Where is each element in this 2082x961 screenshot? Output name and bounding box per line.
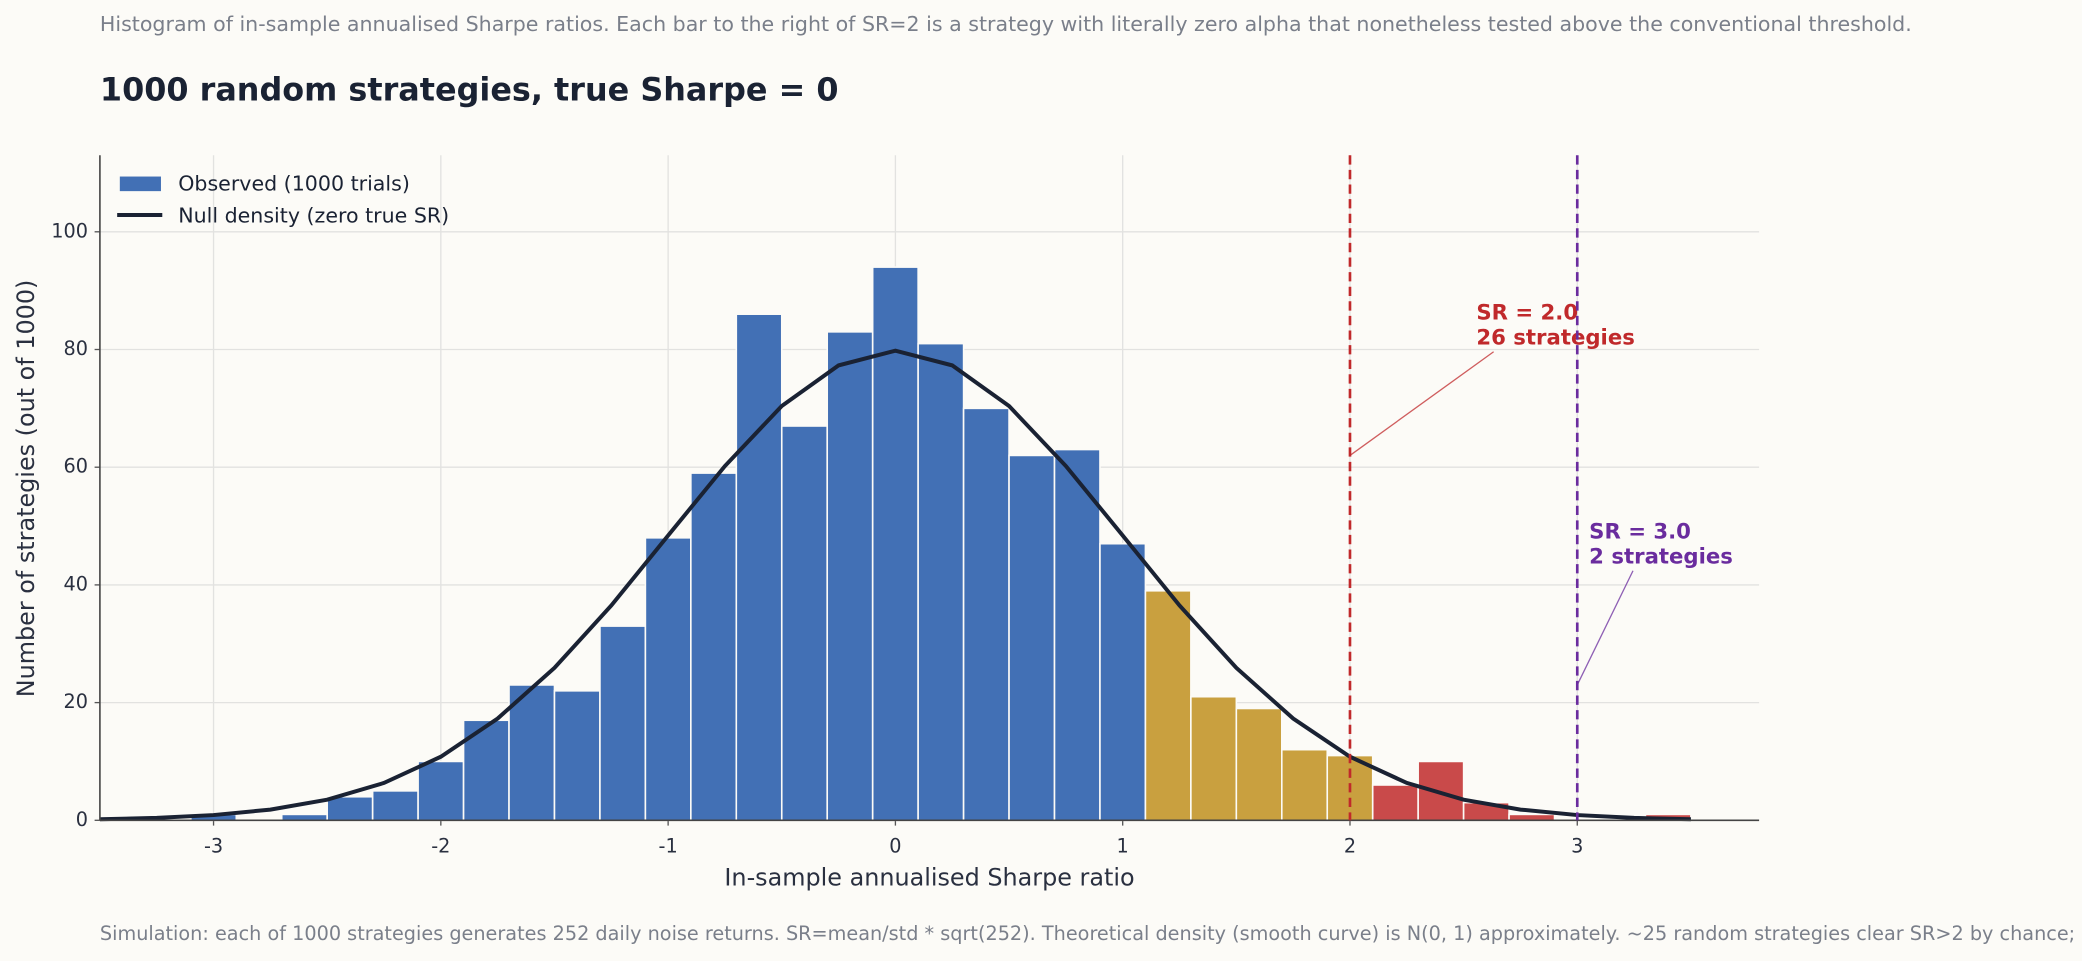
y-tick-label: 60: [63, 455, 87, 478]
y-tick-label: 40: [63, 572, 87, 595]
annotation-label: SR = 2.0: [1476, 300, 1578, 325]
bar: [962, 407, 1010, 822]
annotation-label: 26 strategies: [1476, 325, 1635, 350]
bar: [1144, 589, 1192, 822]
x-tick-label: -3: [204, 834, 223, 857]
bar: [826, 331, 874, 822]
legend-label: Observed (1000 trials): [178, 172, 410, 196]
annotation-arrow: [1349, 351, 1495, 456]
bar: [871, 266, 919, 822]
bar: [371, 790, 419, 822]
x-tick-label: -2: [431, 834, 450, 857]
bar: [1235, 707, 1283, 822]
bar: [553, 690, 601, 822]
x-axis-label: In-sample annualised Sharpe ratio: [724, 864, 1134, 892]
bar: [1371, 784, 1419, 822]
bar: [780, 425, 829, 822]
annotation-label: 2 strategies: [1589, 544, 1733, 569]
footnote: Simulation: each of 1000 strategies gene…: [100, 922, 2082, 945]
bar: [599, 625, 647, 822]
bar: [917, 342, 965, 822]
bar: [1280, 748, 1329, 822]
bar: [1417, 760, 1465, 822]
legend-swatch: [119, 176, 161, 192]
bar: [1008, 454, 1056, 822]
bar: [417, 760, 465, 822]
y-tick-label: 0: [76, 808, 88, 831]
x-tick-label: 2: [1344, 834, 1356, 857]
y-tick-label: 100: [51, 219, 88, 242]
x-tick-label: 1: [1117, 834, 1129, 857]
bar: [1099, 542, 1147, 822]
y-tick-label: 80: [63, 337, 87, 360]
x-tick-label: 3: [1571, 834, 1583, 857]
bar: [1190, 695, 1238, 822]
bar: [326, 795, 374, 822]
density-line: [99, 348, 1691, 822]
bar: [644, 537, 692, 822]
chart-subtitle: Histogram of in-sample annualised Sharpe…: [100, 12, 1912, 36]
bar: [690, 472, 738, 822]
bar: [1508, 813, 1556, 822]
bar: [280, 813, 328, 822]
x-tick-label: -1: [659, 834, 678, 857]
legend-label: Null density (zero true SR): [178, 203, 449, 227]
bar: [508, 684, 556, 822]
y-tick-label: 20: [63, 690, 87, 713]
chart-title: 1000 random strategies, true Sharpe = 0: [100, 71, 839, 109]
y-axis-label: Number of strategies (out of 1000): [12, 280, 40, 698]
annotation-label: SR = 3.0: [1589, 519, 1691, 544]
bar: [1053, 448, 1101, 822]
annotation-arrow: [1576, 570, 1634, 686]
bar: [735, 313, 783, 822]
x-tick-label: 0: [889, 834, 901, 857]
